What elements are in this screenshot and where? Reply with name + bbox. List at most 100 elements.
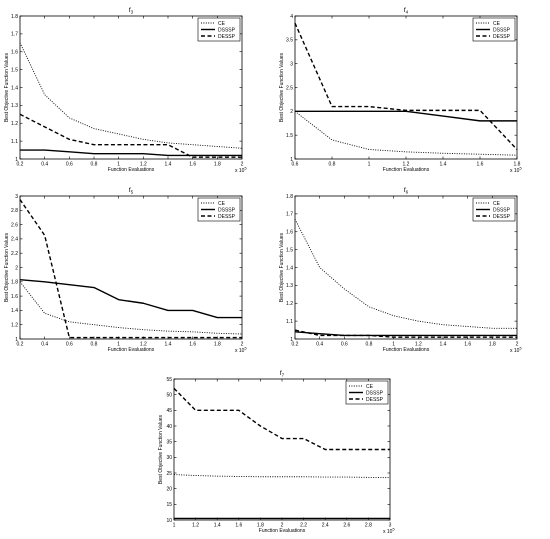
x-exponent-power: 5 [392,528,394,532]
x-tick-label: 2 [516,342,519,348]
x-tick-label: 1.2 [415,342,422,348]
y-tick-label: 1.5 [286,247,293,253]
x-tick-label: 1.2 [403,162,410,168]
legend-label-dsssp: DSSSP [366,390,384,396]
y-tick-label: 40 [166,424,172,430]
x-tick-label: 0.2 [17,162,24,168]
y-tick-label: 20 [166,486,172,492]
legend-label-dsssp: DSSSP [493,27,511,33]
chart-title-base: f [404,187,406,194]
x-exponent-base: x 10 [510,348,520,354]
y-tick-label: 2 [290,109,293,115]
x-exponent-power: 5 [519,167,521,171]
x-tick-label: 1 [117,162,120,168]
chart-title: f3 [129,7,134,15]
x-exponent: x 105 [510,167,522,175]
y-tick-label: 50 [166,392,172,398]
x-exponent-power: 5 [244,167,246,171]
legend-label-dessp: DESSP [218,214,236,220]
x-tick-label: 1.8 [489,342,496,348]
y-tick-label: 1 [290,337,293,343]
x-tick-label: 0.6 [66,342,73,348]
x-tick-label: 0.4 [41,342,48,348]
y-tick-label: 1.2 [286,301,293,307]
legend-box [472,197,516,222]
y-tick-label: 1.1 [11,139,18,145]
x-axis-label: Function Evaluations [108,347,155,353]
legend-box [345,380,389,405]
axes-frame [19,195,243,340]
series-line-dsssp [295,110,517,122]
y-tick-label: 1 [15,337,18,343]
chart-title: f5 [129,187,134,195]
series-line-dessp [19,199,242,339]
y-axis-label: Best Objective Function Values [158,414,164,484]
x-axis-label: Function Evaluations [383,347,430,353]
x-exponent: x 105 [235,167,247,175]
y-axis-label: Best Objective Function Values [279,232,285,302]
y-tick-label: 3 [15,194,18,200]
axes-frame [294,195,518,340]
chart-1: f3 0.2 0.4 0.6 0.8 1 1.2 1.4 1.6 1.8 2 1 1.1 1.2 1.3 1.… [4,7,247,174]
axes-frame [19,15,243,160]
series-line-dsssp [19,278,242,319]
y-tick-label: 1.5 [11,67,18,73]
x-tick-label: 1.2 [140,162,147,168]
y-tick-label: 1.1 [286,319,293,325]
chart-title: f6 [404,187,409,195]
chart-5: f7 1 1.2 1.4 1.6 1.8 2 2.2 2.4 2.6 2.8 3 10 15 20 25 30 3… [158,370,395,535]
y-tick-label: 1.5 [286,133,293,139]
y-tick-label: 1.6 [11,50,18,56]
legend-label-dessp: DESSP [493,34,511,40]
y-axis-label: Best Objective Function Values [4,52,10,122]
x-tick-label: 0.8 [366,342,373,348]
y-tick-label: 1.4 [286,265,293,271]
y-tick-label: 1.8 [11,280,18,286]
y-tick-label: 30 [166,455,172,461]
legend-label-ce: CE [493,201,501,207]
x-exponent: x 105 [235,347,247,355]
y-tick-label: 1.2 [11,121,18,127]
x-tick-label: 2 [281,523,284,529]
legend-label-dessp: DESSP [218,34,236,40]
x-tick-label: 0.4 [316,342,323,348]
x-axis-label: Function Evaluations [108,167,155,173]
legend-label-dessp: DESSP [493,214,511,220]
y-tick-label: 3.5 [286,38,293,44]
x-tick-label: 0.4 [41,162,48,168]
x-tick-label: 3 [389,523,392,529]
x-tick-label: 1.4 [214,523,221,529]
x-tick-label: 1 [173,523,176,529]
legend-label-ce: CE [493,21,501,27]
chart-3: f50.2 0.4 0.6 0.8 1 1.2 1.4 1.6 1.8 211.21.41.61.… [4,187,247,354]
x-exponent-base: x 10 [235,168,245,174]
chart-title-subscript: 6 [406,190,409,195]
x-axis-label: Function Evaluations [383,167,430,173]
x-tick-label: 1.4 [165,162,172,168]
x-tick-label: 2.4 [322,523,329,529]
x-exponent-power: 5 [244,347,246,351]
legend-box [197,197,241,222]
x-tick-label: 1.4 [440,162,447,168]
y-tick-label: 1.2 [11,323,18,329]
x-tick-label: 0.8 [91,342,98,348]
x-tick-label: 0.6 [341,342,348,348]
x-exponent-power: 5 [519,347,521,351]
legend-box [197,17,241,42]
x-tick-label: 1.6 [477,162,484,168]
x-axis-label: Function Evaluations [259,528,306,534]
y-tick-label: 2.5 [286,85,293,91]
x-tick-label: 1 [117,342,120,348]
y-tick-label: 2 [15,265,18,271]
x-tick-label: 2 [241,342,244,348]
chart-2: f40.6 0.8 1 1.2 1.4 1.6 1.811.522.533.54Functi… [279,7,522,174]
x-tick-label: 1.2 [140,342,147,348]
y-tick-label: 3 [290,61,293,67]
series-line-ce [173,474,390,478]
y-tick-label: 1.8 [286,194,293,200]
x-tick-label: 1.8 [214,342,221,348]
series-line-ce [19,42,243,149]
